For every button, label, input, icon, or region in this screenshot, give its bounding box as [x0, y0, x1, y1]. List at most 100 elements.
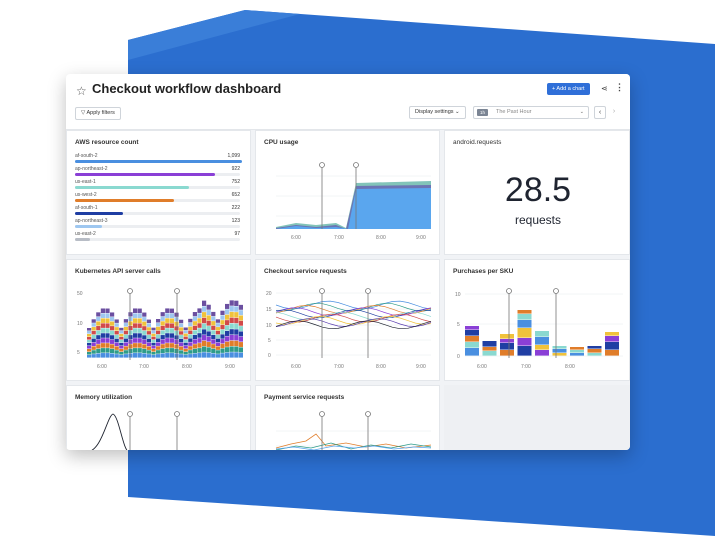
y-tick: 5 [457, 322, 460, 328]
stacked-bar-segment [206, 326, 211, 331]
series-line [275, 318, 432, 327]
stacked-bar-segment [169, 353, 174, 358]
stacked-bar-segment [160, 330, 165, 335]
stacked-bar-segment [128, 321, 133, 326]
stacked-bar-segment [123, 326, 128, 331]
stacked-bar-segment [225, 352, 230, 358]
panel-aws-resource-count[interactable]: AWS resource count af-south-2 1,099 ap-nor… [66, 130, 251, 255]
stacked-bar-segment [211, 311, 216, 317]
stacked-bar-segment [517, 310, 532, 314]
x-tick: 9:00 [416, 235, 426, 241]
panel-purchases-per-sku[interactable]: Purchases per SKU 10 5 0 6:00 7:00 8:00 [444, 259, 630, 381]
series-line [275, 313, 432, 323]
stacked-bar-segment [142, 348, 147, 354]
stacked-bars [87, 300, 243, 358]
stacked-bar-segment [179, 346, 184, 350]
time-range-select[interactable]: 1h The Past Hour ⌄ [473, 106, 589, 119]
stacked-bar-segment [517, 314, 532, 320]
annotation-markers [319, 162, 359, 229]
stacked-bar-segment [160, 348, 165, 354]
stacked-bar-segment [142, 317, 147, 322]
stacked-bar-segment [192, 344, 197, 349]
panel-kubernetes-api-calls[interactable]: Kubernetes API server calls 50 10 5 6:00… [66, 259, 251, 381]
stacked-bar-segment [169, 343, 174, 348]
stacked-bar-segment [234, 340, 239, 347]
resource-value: 123 [231, 218, 240, 224]
resource-bar [75, 212, 124, 215]
stacked-bar-segment [202, 335, 207, 341]
add-chart-button[interactable]: + Add a chart [547, 83, 590, 95]
stacked-bar-segment [100, 338, 105, 343]
previous-range-button[interactable]: ‹ [594, 106, 606, 119]
stacked-bar-segment [156, 338, 161, 342]
resource-label: af-south-2 [75, 153, 98, 159]
stacked-bar-segment [91, 342, 96, 346]
stacked-bar-segment [105, 313, 110, 319]
stacked-bar-segment [105, 328, 110, 333]
stacked-bar-segment [91, 350, 96, 354]
stacked-bar-segment [165, 323, 170, 328]
stacked-bar-segment [100, 318, 105, 323]
stacked-bar-segment [133, 328, 138, 333]
panel-title: Kubernetes API server calls [75, 268, 161, 275]
resource-label: af-south-1 [75, 205, 98, 211]
stacked-bar-segment [197, 328, 202, 333]
stacked-bar-segment [160, 344, 165, 349]
annotation-markers [319, 288, 371, 358]
stacked-bar-segment [238, 310, 243, 316]
panel-cpu-usage[interactable]: CPU usage 6:00 7:00 8:00 9:00 [255, 130, 440, 255]
stacked-bar-segment [465, 330, 479, 336]
stacked-bar-segment [133, 333, 138, 338]
stacked-bar-segment [587, 353, 602, 356]
apply-filters-button[interactable]: ▽ Apply filters [75, 107, 121, 120]
stacked-bar-segment [142, 344, 147, 349]
stacked-bar-segment [215, 334, 220, 339]
stacked-bar-segment [570, 347, 584, 350]
panel-payment-service-requests[interactable]: Payment service requests [255, 385, 440, 450]
panel-checkout-service-requests[interactable]: Checkout service requests 20 15 10 5 0 6… [255, 259, 440, 381]
stacked-bar-segment [174, 353, 179, 358]
panel-android-requests[interactable]: android.requests 28.5 requests [444, 130, 630, 255]
stacked-bar-segment [123, 350, 128, 354]
stacked-bar-segment [142, 335, 147, 340]
share-icon[interactable]: ⋖ [601, 84, 608, 93]
stacked-bar-segment [169, 338, 174, 343]
panel-title: Checkout service requests [264, 268, 347, 275]
stacked-bar-segment [500, 339, 514, 343]
y-tick: 20 [266, 291, 272, 297]
memory-chart [91, 411, 180, 450]
stacked-bar-segment [137, 318, 142, 323]
stacked-bar-segment [188, 322, 193, 327]
stacked-bar-segment [87, 352, 92, 355]
stacked-bar-segment [587, 349, 602, 353]
y-tick: 50 [77, 291, 83, 297]
stacked-bar-segment [128, 348, 133, 354]
resource-label: us-east-2 [75, 231, 96, 237]
stacked-bar-segment [202, 312, 207, 318]
panel-memory-utilization[interactable]: Memory utilization [66, 385, 251, 450]
stacked-bar-segment [552, 346, 567, 349]
stacked-bar-segment [192, 335, 197, 340]
stacked-bar-segment [192, 312, 197, 317]
stacked-bar-segment [169, 323, 174, 328]
favorite-star-icon[interactable]: ☆ [76, 84, 87, 98]
stacked-bar-segment [87, 331, 92, 334]
stacked-bar-segment [105, 353, 110, 358]
stacked-bar-segment [146, 338, 151, 343]
stacked-bar-segment [96, 326, 101, 331]
stacked-bar-segment [183, 327, 188, 331]
stacked-bar-segment [165, 313, 170, 318]
stacked-bar-segment [535, 337, 549, 345]
stacked-bar-segment [220, 329, 225, 334]
more-options-icon[interactable]: ⋮ [615, 82, 624, 92]
stacked-bar-segment [96, 316, 101, 322]
stacked-bar-segment [100, 313, 105, 318]
next-range-button[interactable]: › [612, 108, 616, 115]
stacked-bar-segment [229, 334, 234, 341]
x-tick: 8:00 [182, 364, 192, 370]
stacked-bar-segment [229, 352, 234, 358]
stacked-bar-segment [238, 352, 243, 358]
stacked-bar-segment [169, 333, 174, 338]
display-settings-button[interactable]: Display settings ⌄ [409, 106, 466, 119]
stacked-bar-segment [220, 334, 225, 339]
